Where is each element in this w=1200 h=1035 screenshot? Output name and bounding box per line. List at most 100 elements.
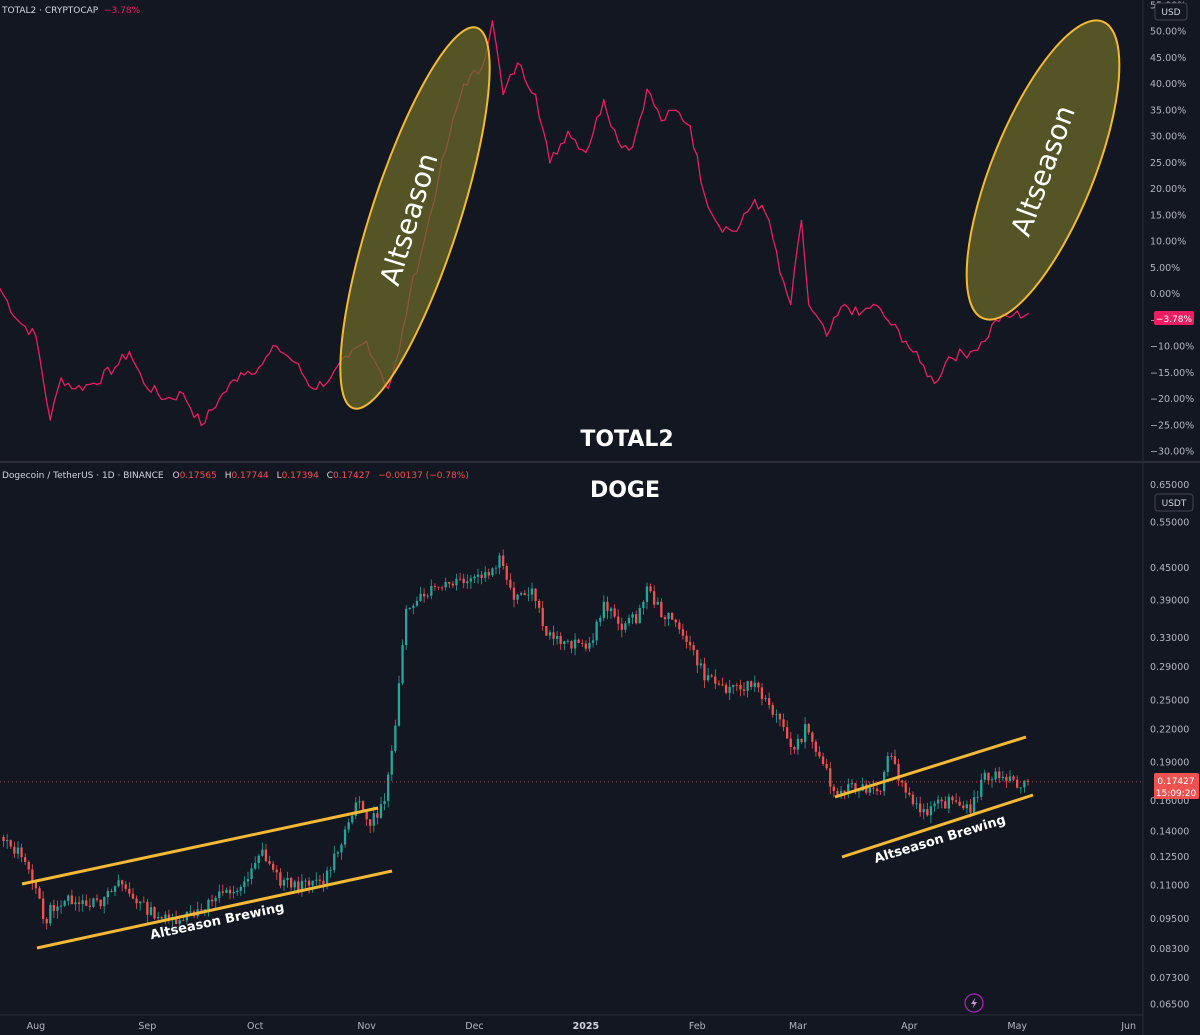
candle-body bbox=[653, 591, 656, 605]
channel-lower-line bbox=[36, 869, 393, 950]
o-label: O bbox=[173, 471, 180, 481]
candle-body bbox=[419, 593, 422, 601]
candle-body bbox=[261, 849, 264, 856]
candle-body bbox=[509, 579, 512, 588]
candle-body bbox=[462, 578, 465, 584]
candle-body bbox=[635, 614, 638, 624]
candle-body bbox=[976, 796, 979, 798]
total2-point bbox=[218, 398, 221, 400]
candle-body bbox=[272, 863, 275, 870]
top-legend[interactable]: TOTAL2 · CRYPTOCAP −3.78% bbox=[1, 6, 141, 16]
candle-body bbox=[85, 900, 88, 906]
candle-body bbox=[290, 878, 293, 888]
candle-body bbox=[836, 791, 839, 795]
h-value: 0.17744 bbox=[231, 471, 268, 481]
y-tick-label: 0.07300 bbox=[1150, 973, 1189, 984]
total2-point bbox=[718, 225, 720, 227]
candle-body bbox=[139, 901, 142, 904]
top-currency-button[interactable]: USD bbox=[1154, 2, 1188, 21]
candle-body bbox=[645, 586, 649, 602]
candle-body bbox=[940, 799, 943, 802]
candle-body bbox=[980, 779, 983, 797]
candle-body bbox=[444, 582, 447, 588]
candle-body bbox=[153, 907, 156, 919]
y-tick-label: 45.00% bbox=[1150, 53, 1186, 64]
candle-body bbox=[448, 582, 451, 584]
candle-body bbox=[825, 764, 828, 769]
candle-body bbox=[383, 800, 386, 805]
total2-point bbox=[240, 372, 242, 374]
candle-body bbox=[983, 772, 986, 780]
altseason-ellipse-2[interactable]: Altseason bbox=[936, 3, 1150, 338]
candle-body bbox=[24, 857, 27, 862]
candle-body bbox=[268, 861, 271, 864]
badge-bg bbox=[1154, 311, 1194, 325]
candle-body bbox=[972, 797, 976, 813]
candle-body bbox=[969, 804, 972, 813]
candle-body bbox=[279, 872, 282, 886]
total2-point bbox=[502, 93, 505, 96]
candle-body bbox=[56, 906, 59, 911]
total2-point bbox=[92, 382, 95, 385]
candle-body bbox=[2, 836, 5, 842]
candle-body bbox=[954, 800, 958, 802]
lightning-icon[interactable] bbox=[964, 993, 984, 1013]
y-tick-label: 0.25000 bbox=[1150, 696, 1189, 707]
candle-body bbox=[624, 623, 627, 630]
bottom-legend[interactable]: Dogecoin / TetherUS · 1D · BINANCE O0.17… bbox=[2, 471, 469, 481]
candle-body bbox=[857, 790, 861, 792]
y-tick-label: 0.65000 bbox=[1150, 480, 1189, 491]
channel-left[interactable]: Altseason Brewing bbox=[21, 806, 393, 950]
candle-body bbox=[286, 878, 289, 880]
total2-point bbox=[143, 382, 145, 385]
y-tick-label: −10.00% bbox=[1150, 342, 1194, 353]
y-tick-label: 20.00% bbox=[1150, 184, 1186, 195]
y-tick-label: 0.12500 bbox=[1150, 852, 1189, 863]
candle-body bbox=[63, 901, 66, 906]
channel-right[interactable]: Altseason Brewing bbox=[834, 735, 1034, 867]
candle-body bbox=[908, 792, 911, 795]
x-tick-label: Jun bbox=[1120, 1021, 1136, 1032]
candle-body bbox=[210, 899, 214, 902]
bottom-currency-button[interactable]: USDT bbox=[1154, 493, 1194, 512]
candle-body bbox=[200, 909, 203, 911]
candle-body bbox=[901, 780, 904, 783]
candle-body bbox=[390, 750, 393, 775]
candle-body bbox=[95, 898, 99, 900]
candle-body bbox=[369, 819, 372, 826]
candle-body bbox=[706, 675, 710, 681]
x-tick-label: Sep bbox=[138, 1021, 156, 1032]
doge-caption: DOGE bbox=[590, 478, 660, 503]
total2-point bbox=[779, 272, 781, 274]
candle-body bbox=[688, 641, 692, 646]
y-tick-label: 15.00% bbox=[1150, 210, 1186, 221]
candle-body bbox=[538, 601, 541, 608]
candle-body bbox=[412, 605, 415, 608]
candle-body bbox=[681, 629, 685, 636]
total2-point bbox=[387, 387, 390, 390]
candle-body bbox=[343, 829, 347, 845]
channel-label: Altseason Brewing bbox=[149, 900, 286, 943]
candle-body bbox=[300, 880, 304, 891]
candle-body bbox=[527, 594, 530, 596]
altseason-ellipse-1[interactable]: Altseason bbox=[311, 14, 518, 422]
y-tick-label: 0.22000 bbox=[1150, 724, 1189, 735]
candle-body bbox=[42, 898, 45, 919]
candle-body bbox=[458, 578, 462, 580]
candle-body bbox=[757, 682, 760, 688]
total2-point bbox=[74, 387, 77, 390]
y-tick-label: −20.00% bbox=[1150, 394, 1194, 405]
candle-body bbox=[829, 768, 832, 787]
candle-body bbox=[336, 852, 339, 854]
candle-body bbox=[929, 806, 933, 816]
total2-point bbox=[887, 319, 889, 322]
candle-body bbox=[113, 886, 117, 892]
candle-body bbox=[696, 650, 699, 666]
candle-body bbox=[311, 880, 314, 886]
candle-body bbox=[678, 622, 681, 630]
candle-body bbox=[232, 891, 235, 894]
candle-body bbox=[164, 914, 167, 919]
candle-body bbox=[591, 640, 595, 643]
